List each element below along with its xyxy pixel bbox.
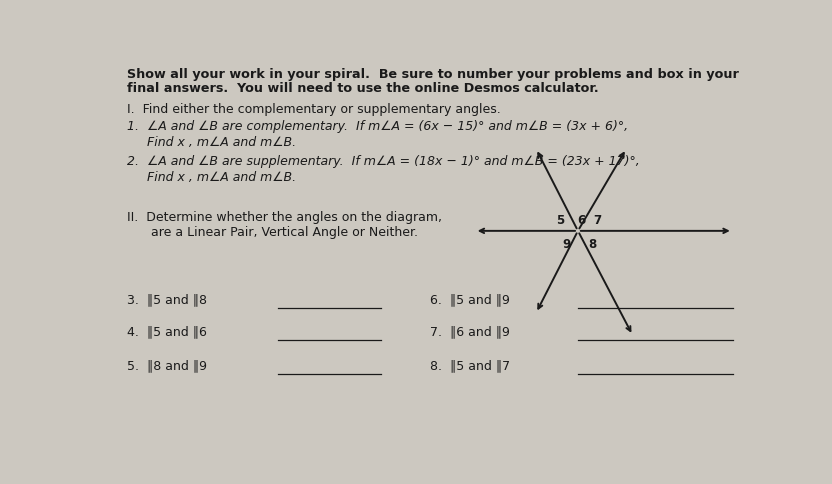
Text: 3.  ∥5 and ∥8: 3. ∥5 and ∥8 [126, 293, 206, 306]
Text: 9: 9 [562, 238, 571, 251]
Text: 7: 7 [593, 214, 602, 227]
Text: Find x , m∠A and m∠B.: Find x , m∠A and m∠B. [126, 136, 295, 149]
Text: Find x , m∠A and m∠B.: Find x , m∠A and m∠B. [126, 171, 295, 184]
Text: 8: 8 [588, 238, 597, 251]
Text: are a Linear Pair, Vertical Angle or Neither.: are a Linear Pair, Vertical Angle or Nei… [126, 226, 418, 239]
Text: 6.  ∥5 and ∥9: 6. ∥5 and ∥9 [429, 293, 509, 306]
Text: II.  Determine whether the angles on the diagram,: II. Determine whether the angles on the … [126, 211, 442, 224]
Text: 1.  ∠A and ∠B are complementary.  If m∠A = (6x − 15)° and m∠B = (3x + 6)°,: 1. ∠A and ∠B are complementary. If m∠A =… [126, 120, 627, 133]
Text: I.  Find either the complementary or supplementary angles.: I. Find either the complementary or supp… [126, 103, 500, 116]
Text: final answers.  You will need to use the online Desmos calculator.: final answers. You will need to use the … [126, 82, 598, 95]
Text: 4.  ∥5 and ∥6: 4. ∥5 and ∥6 [126, 325, 206, 337]
Text: Show all your work in your spiral.  Be sure to number your problems and box in y: Show all your work in your spiral. Be su… [126, 67, 739, 80]
Text: 6: 6 [577, 214, 585, 227]
Text: 5: 5 [556, 214, 564, 227]
Text: 8.  ∥5 and ∥7: 8. ∥5 and ∥7 [429, 358, 510, 371]
Text: 5.  ∥8 and ∥9: 5. ∥8 and ∥9 [126, 358, 206, 371]
Text: 2.  ∠A and ∠B are supplementary.  If m∠A = (18x − 1)° and m∠B = (23x + 17)°,: 2. ∠A and ∠B are supplementary. If m∠A =… [126, 155, 639, 168]
Text: 7.  ∥6 and ∥9: 7. ∥6 and ∥9 [429, 325, 509, 337]
